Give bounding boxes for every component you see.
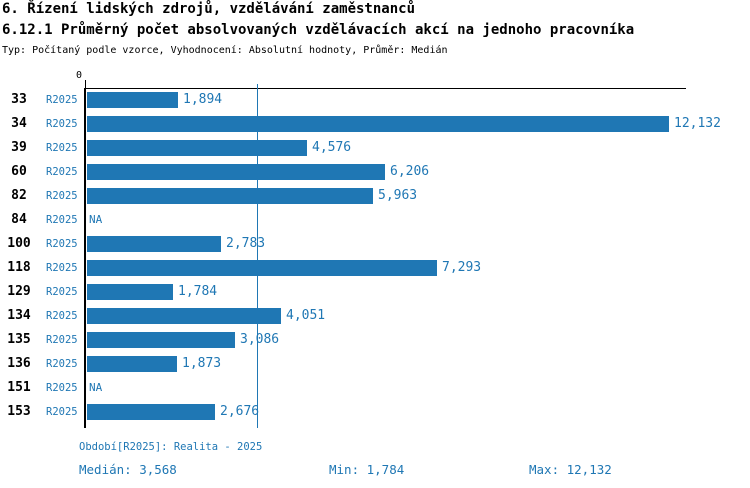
period-legend: Období[R2025]: Realita - 2025 (79, 441, 263, 453)
row-id-label: 84 (11, 212, 27, 227)
bar-value-label: 1,784 (178, 284, 218, 299)
bar-value-label: 2,676 (220, 404, 260, 419)
row-id-label: 118 (7, 260, 31, 275)
stat-min: Min: 1,784 (329, 462, 405, 477)
series-label: R2025 (46, 214, 78, 226)
chart-row: 151 R2025 NA (0, 376, 750, 400)
series-label: R2025 (46, 94, 78, 106)
series-label: R2025 (46, 382, 78, 394)
chart-row: 82 R2025 5,963 (0, 184, 750, 208)
value-bar (87, 140, 307, 156)
series-label: R2025 (46, 142, 78, 154)
chart-row: 100 R2025 2,783 (0, 232, 750, 256)
value-bar (87, 236, 221, 252)
series-label: R2025 (46, 166, 78, 178)
bar-value-label: 1,873 (182, 356, 222, 371)
value-bar (87, 164, 385, 180)
chart-row: 136 R2025 1,873 (0, 352, 750, 376)
bar-value-label: 2,783 (226, 236, 266, 251)
value-bar (87, 404, 215, 420)
bar-value-label: 4,051 (286, 308, 326, 323)
chart-row: 118 R2025 7,293 (0, 256, 750, 280)
row-id-label: 82 (11, 188, 27, 203)
row-id-label: 60 (11, 164, 27, 179)
value-bar (87, 188, 373, 204)
series-label: R2025 (46, 262, 78, 274)
series-label: R2025 (46, 334, 78, 346)
value-bar (87, 356, 177, 372)
value-bar (87, 308, 281, 324)
row-id-label: 34 (11, 116, 27, 131)
row-id-label: 39 (11, 140, 27, 155)
row-id-label: 134 (7, 308, 31, 323)
stat-median: Medián: 3,568 (79, 462, 177, 477)
axis-zero-label: 0 (75, 70, 83, 81)
y-axis-line (84, 88, 86, 428)
row-id-label: 129 (7, 284, 31, 299)
bar-value-label: 1,894 (183, 92, 223, 107)
x-axis-line (85, 88, 686, 89)
median-line (257, 84, 258, 428)
chart-title: 6.12.1 Průměrný počet absolvovaných vzdě… (2, 22, 635, 38)
chart-row: 34 R2025 12,132 (0, 112, 750, 136)
chart-row: 33 R2025 1,894 (0, 88, 750, 112)
bar-value-label: 4,576 (312, 140, 352, 155)
row-id-label: 100 (7, 236, 31, 251)
chart-row: 129 R2025 1,784 (0, 280, 750, 304)
row-id-label: 135 (7, 332, 31, 347)
stat-max: Max: 12,132 (529, 462, 612, 477)
value-bar (87, 116, 669, 132)
chart-meta-line: Typ: Počítaný podle vzorce, Vyhodnocení:… (2, 45, 448, 56)
chart-row: 60 R2025 6,206 (0, 160, 750, 184)
series-label: R2025 (46, 118, 78, 130)
na-label: NA (89, 213, 103, 226)
series-label: R2025 (46, 310, 78, 322)
chart-row: 84 R2025 NA (0, 208, 750, 232)
row-id-label: 33 (11, 92, 27, 107)
value-bar (87, 260, 437, 276)
series-label: R2025 (46, 358, 78, 370)
axis-tick (85, 80, 86, 88)
bar-value-label: 7,293 (442, 260, 482, 275)
bar-value-label: 3,086 (240, 332, 280, 347)
series-label: R2025 (46, 406, 78, 418)
chart-row: 39 R2025 4,576 (0, 136, 750, 160)
series-label: R2025 (46, 286, 78, 298)
row-id-label: 153 (7, 404, 31, 419)
value-bar (87, 332, 235, 348)
value-bar (87, 284, 173, 300)
page-title: 6. Řízení lidských zdrojů, vzdělávání za… (2, 1, 416, 17)
chart-row: 135 R2025 3,086 (0, 328, 750, 352)
chart-row: 153 R2025 2,676 (0, 400, 750, 424)
bar-value-label: 5,963 (378, 188, 418, 203)
chart-row: 134 R2025 4,051 (0, 304, 750, 328)
series-label: R2025 (46, 238, 78, 250)
series-label: R2025 (46, 190, 78, 202)
row-id-label: 151 (7, 380, 31, 395)
row-id-label: 136 (7, 356, 31, 371)
value-bar (87, 92, 178, 108)
na-label: NA (89, 381, 103, 394)
bar-value-label: 6,206 (390, 164, 430, 179)
bar-value-label: 12,132 (674, 116, 721, 131)
